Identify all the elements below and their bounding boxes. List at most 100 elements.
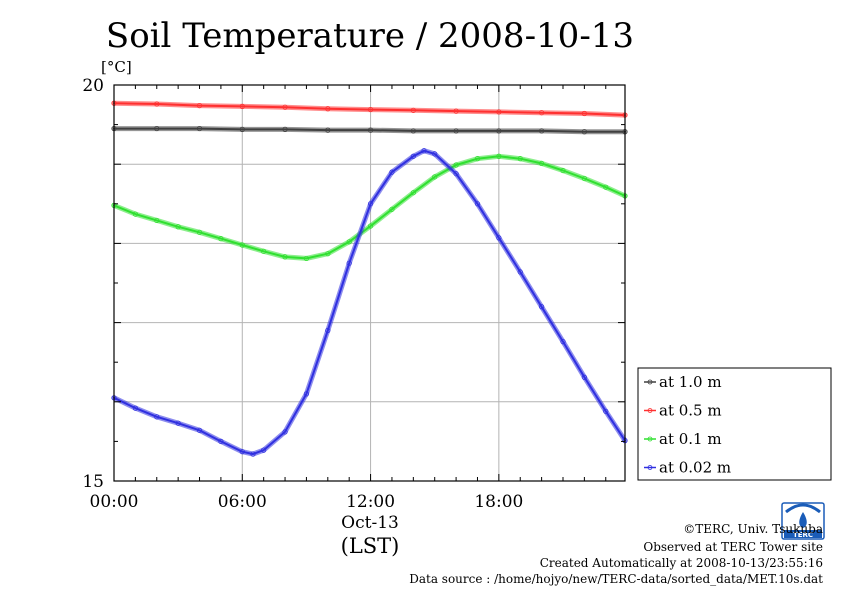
- data-point: [389, 206, 395, 212]
- x-tick-label: 00:00: [90, 492, 139, 512]
- data-point: [154, 217, 160, 224]
- data-point: [325, 327, 331, 334]
- data-point: [560, 339, 566, 345]
- footer-created: Created Automatically at 2008-10-13/23:5…: [540, 556, 823, 570]
- data-point: [250, 451, 256, 457]
- data-point: [239, 103, 245, 109]
- data-point: [432, 151, 438, 157]
- data-point: [496, 235, 502, 241]
- data-point: [410, 190, 416, 196]
- data-point: [432, 174, 438, 180]
- data-point: [132, 405, 138, 411]
- data-point: [410, 128, 416, 134]
- data-point: [367, 106, 374, 113]
- footer-source: Data source : /home/hojyo/new/TERC-data/…: [409, 572, 823, 586]
- legend-marker: [647, 408, 653, 413]
- footer-copyright: ©TERC, Univ. Tsukuba: [683, 522, 823, 536]
- data-point: [218, 236, 224, 242]
- legend-label: at 1.0 m: [659, 373, 722, 391]
- data-point: [303, 255, 310, 262]
- data-point: [517, 269, 523, 275]
- data-point: [239, 449, 245, 455]
- data-point: [603, 184, 609, 190]
- data-point: [517, 156, 523, 162]
- data-point: [453, 171, 459, 177]
- x-axis-date-label: Oct-13: [341, 513, 399, 533]
- logo-text: TERC: [793, 531, 813, 539]
- data-point: [453, 128, 459, 134]
- data-point: [496, 128, 502, 134]
- data-point: [539, 110, 545, 116]
- data-point: [474, 201, 481, 207]
- data-point: [539, 128, 545, 134]
- legend-box: [637, 367, 832, 481]
- y-tick-label: 20: [82, 76, 104, 96]
- data-point: [175, 420, 181, 426]
- data-point: [496, 153, 502, 159]
- legend-marker: [647, 379, 653, 385]
- data-point: [581, 374, 587, 380]
- y-tick-label: 15: [82, 472, 104, 492]
- data-point: [539, 304, 545, 310]
- series-line-1: [113, 102, 626, 117]
- data-point: [367, 201, 374, 207]
- legend-label: at 0.5 m: [659, 402, 722, 420]
- data-point: [196, 427, 203, 433]
- axis-layer: 15 20 00:00 06:00 12:00 18:00: [82, 76, 625, 512]
- data-point: [196, 102, 203, 109]
- data-point: [410, 107, 416, 113]
- data-point: [581, 110, 587, 117]
- footer-observed: Observed at TERC Tower site: [643, 540, 823, 554]
- data-point: [346, 239, 352, 245]
- data-point: [239, 126, 245, 132]
- series-line-2: [113, 155, 626, 260]
- legend-label: at 0.1 m: [659, 430, 722, 448]
- legend-entries: at 1.0 m at 0.5 m at 0.1 m at 0.02 m: [644, 373, 731, 477]
- x-axis-title: (LST): [341, 534, 400, 558]
- x-tick-label: 18:00: [474, 492, 523, 512]
- legend-label: at 0.02 m: [659, 459, 731, 477]
- grid-lines: [114, 85, 625, 481]
- data-point: [325, 106, 331, 112]
- legend-marker: [647, 436, 653, 442]
- data-point: [303, 391, 310, 397]
- series-layer: [111, 100, 628, 457]
- data-point: [581, 175, 587, 182]
- data-point: [474, 156, 481, 162]
- data-point: [453, 162, 459, 168]
- data-point: [560, 167, 566, 174]
- data-point: [389, 169, 395, 175]
- data-point: [239, 242, 245, 248]
- logo-band: [784, 530, 822, 538]
- data-point: [603, 408, 609, 414]
- data-point: [154, 101, 160, 107]
- data-point: [196, 125, 203, 132]
- data-point: [132, 211, 138, 217]
- data-point: [367, 223, 374, 229]
- data-point: [154, 414, 160, 420]
- data-point: [325, 127, 331, 133]
- data-point: [196, 229, 203, 235]
- chart-title: Soil Temperature / 2008-10-13: [106, 16, 634, 56]
- logo-arc-icon: [785, 503, 821, 514]
- data-point: [453, 108, 459, 114]
- data-point: [282, 254, 288, 260]
- data-point: [282, 104, 288, 110]
- series-line-3: [113, 149, 626, 456]
- data-point: [539, 160, 545, 167]
- data-point: [581, 129, 587, 135]
- data-point: [325, 251, 331, 257]
- series-band-3: [111, 148, 628, 457]
- data-point: [261, 447, 267, 453]
- plot-frame: [113, 84, 626, 482]
- x-tick-label: 06:00: [218, 492, 267, 512]
- series-line-0: [113, 127, 626, 133]
- terc-logo: TERC: [781, 502, 825, 540]
- data-point: [154, 125, 160, 132]
- legend: at 1.0 m at 0.5 m at 0.1 m at 0.02 m: [637, 367, 832, 481]
- legend-marker: [647, 465, 653, 470]
- data-point: [410, 153, 416, 159]
- data-point: [282, 429, 288, 435]
- data-point: [261, 248, 267, 254]
